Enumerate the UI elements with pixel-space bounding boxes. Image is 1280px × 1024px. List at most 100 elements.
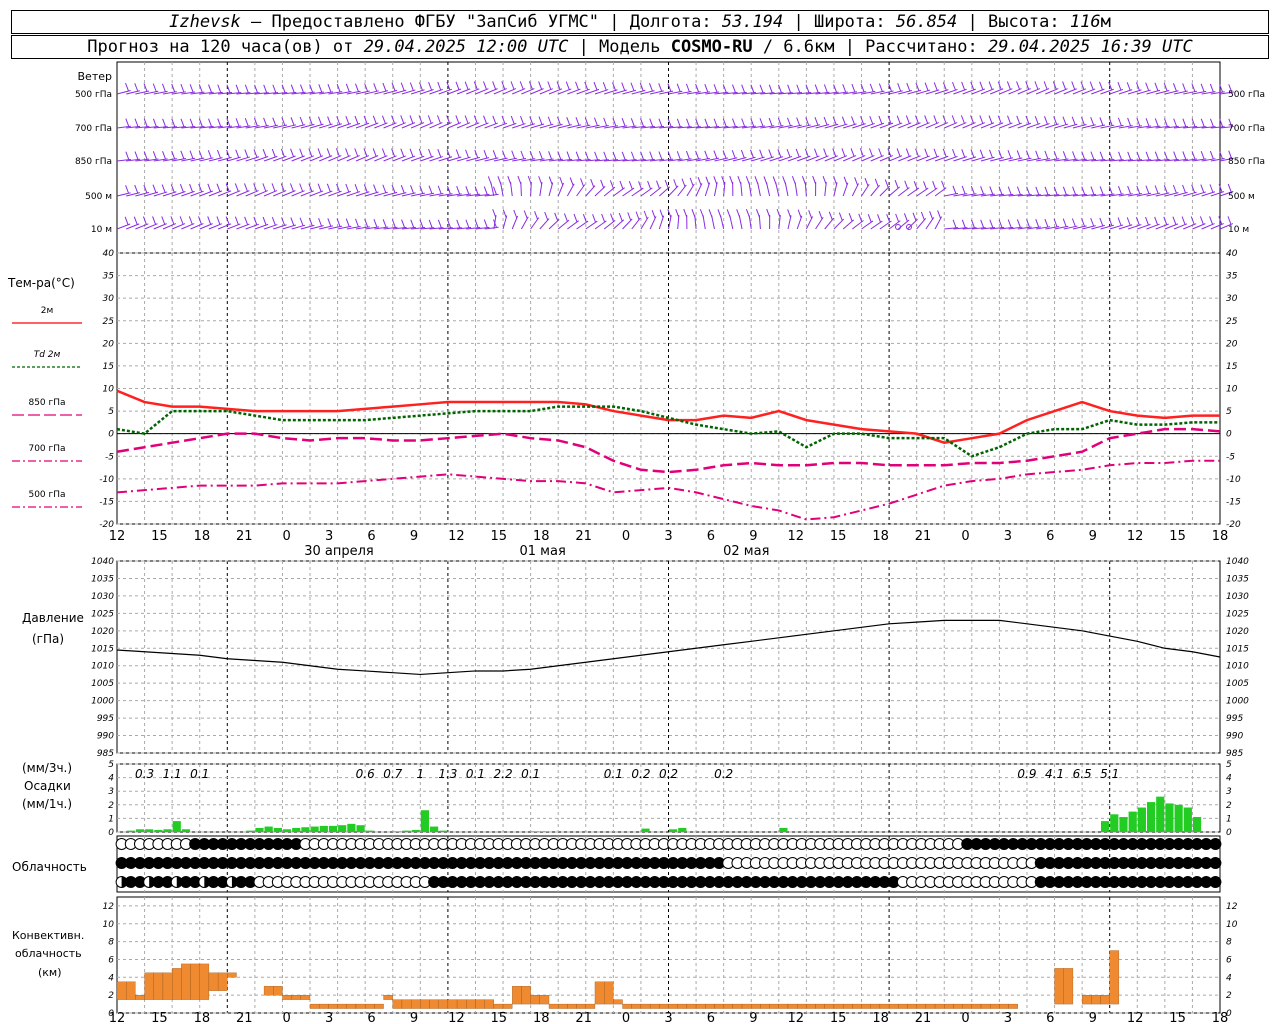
convective-bar xyxy=(659,1003,669,1009)
wind-barb-feather xyxy=(897,83,902,92)
wind-barb-feather xyxy=(563,213,568,222)
hour-label-bottom: 15 xyxy=(830,1011,847,1024)
wind-barb-feather xyxy=(180,118,185,127)
wind-barb xyxy=(585,185,596,197)
wind-barb-feather xyxy=(1053,218,1058,228)
wind-barb-feather xyxy=(464,81,469,90)
wind-level-label-right: 10 м xyxy=(1228,225,1249,235)
wind-barb xyxy=(328,155,342,162)
wind-barb-feather xyxy=(1172,184,1177,194)
wind-barb-feather xyxy=(776,208,781,218)
convective-bar xyxy=(980,1003,991,1009)
wind-barb-feather xyxy=(717,209,722,218)
wind-barb xyxy=(702,215,706,230)
precip-total: 0.9 xyxy=(1017,767,1036,781)
wind-barb-feather xyxy=(290,84,295,93)
convective-bar xyxy=(594,981,605,1005)
wind-barb xyxy=(879,155,894,162)
wind-barb xyxy=(990,88,1004,95)
wind-barb-feather xyxy=(428,185,433,194)
wind-barb-feather xyxy=(152,118,157,127)
wind-barb-feather xyxy=(676,118,681,127)
wind-barb-feather xyxy=(465,186,470,195)
hour-label: 12 xyxy=(448,529,465,544)
wind-level-label-right: 500 гПа xyxy=(1228,90,1265,100)
wind-barb-feather xyxy=(697,177,702,186)
wind-barb-feather xyxy=(455,149,460,158)
y-tick-label-right: 1015 xyxy=(1226,644,1249,654)
wind-barb-feather xyxy=(867,213,872,223)
wind-barb-feather xyxy=(234,183,239,192)
wind-barb-feather xyxy=(134,184,139,194)
wind-barb-feather xyxy=(473,81,478,90)
wind-barb xyxy=(765,182,771,197)
header-line-2: Прогноз на 120 часа(ов) от 29.04.2025 12… xyxy=(11,35,1269,59)
wind-barb-feather xyxy=(271,183,276,192)
wind-barb-feather xyxy=(400,115,405,124)
hour-label: 15 xyxy=(1169,529,1186,544)
wind-barb-feather xyxy=(841,148,846,157)
wind-barb xyxy=(1155,223,1169,230)
wind-barb xyxy=(502,215,508,230)
wind-barb-feather xyxy=(1007,150,1012,159)
convective-bar xyxy=(567,1003,577,1009)
wind-barb xyxy=(870,220,883,230)
wind-barb-feather xyxy=(538,116,543,125)
wind-barb-feather xyxy=(1228,84,1233,93)
wind-barb xyxy=(484,122,498,129)
wind-barb xyxy=(758,215,761,230)
wind-barb xyxy=(1173,223,1188,230)
wind-barb-feather xyxy=(1052,81,1057,90)
header-sep3: | Высота: xyxy=(957,12,1070,32)
wind-barb-feather xyxy=(920,211,925,221)
y-tick-label-right: -15 xyxy=(1226,497,1241,507)
wind-barb-feather xyxy=(557,151,562,160)
wind-barb-feather xyxy=(989,149,993,159)
wind-barb-feather xyxy=(768,149,773,158)
wind-barb xyxy=(824,182,827,197)
wind-barb-feather xyxy=(244,183,248,192)
wind-barb-feather xyxy=(610,213,615,222)
wind-barb-feather xyxy=(244,84,249,93)
wind-barb-feather xyxy=(355,218,359,228)
wind-barb-feather xyxy=(1117,117,1122,126)
wind-barb-feather xyxy=(1053,186,1058,195)
wind-barb xyxy=(539,88,553,95)
wind-barb xyxy=(723,182,726,197)
wind-barb-feather xyxy=(446,149,451,158)
precip-unit-1h: (мм/1ч.) xyxy=(22,797,72,811)
wind-barb xyxy=(521,88,535,95)
precip-bar xyxy=(135,829,145,832)
convective-bar xyxy=(217,972,228,991)
wind-barb xyxy=(392,122,406,129)
wind-barb-feather xyxy=(235,84,240,93)
wind-barb-feather xyxy=(272,84,277,93)
wind-barb xyxy=(567,88,581,95)
wind-barb xyxy=(217,223,232,230)
wind-barb xyxy=(842,219,855,230)
convective-bar xyxy=(585,1003,596,1009)
wind-barb-feather xyxy=(207,216,212,225)
wind-barb-feather xyxy=(1182,151,1187,160)
wind-barb-feather xyxy=(1218,216,1223,225)
wind-barb-feather xyxy=(593,117,598,126)
wind-barb-feather xyxy=(1145,151,1150,160)
wind-barb-feather xyxy=(1127,117,1132,127)
wind-barb xyxy=(704,182,711,197)
wind-barb-feather xyxy=(584,151,589,160)
hour-label-bottom: 18 xyxy=(533,1011,550,1024)
wind-barb xyxy=(126,223,140,230)
wind-barb-feather xyxy=(544,211,549,221)
wind-barb-feather xyxy=(842,84,847,93)
wind-barb-feather xyxy=(1127,151,1132,160)
wind-barb-feather xyxy=(170,184,175,193)
wind-barb-feather xyxy=(372,115,377,124)
wind-barb-feather xyxy=(318,84,323,93)
wind-barb-feather xyxy=(566,151,571,160)
wind-barb-feather xyxy=(998,149,1003,159)
wind-barb xyxy=(520,181,522,197)
y-tick-label-right: -5 xyxy=(1226,452,1235,462)
wind-barb-feather xyxy=(823,116,828,126)
wind-barb xyxy=(1017,88,1031,95)
